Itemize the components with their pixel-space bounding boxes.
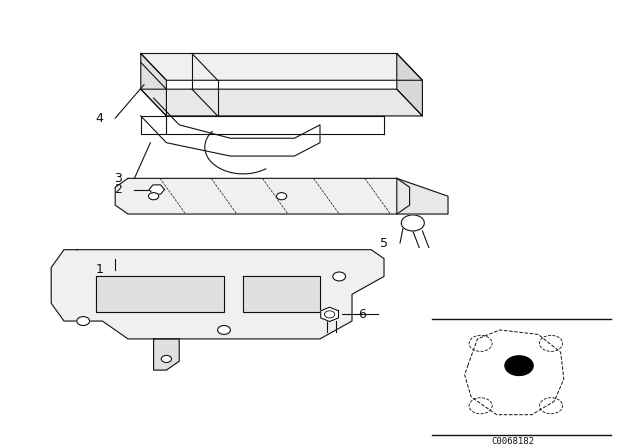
Polygon shape [397, 53, 422, 116]
Polygon shape [397, 178, 448, 214]
Polygon shape [321, 307, 339, 322]
Circle shape [148, 193, 159, 200]
Text: 2: 2 [115, 183, 122, 196]
Text: 3: 3 [115, 172, 122, 185]
Circle shape [77, 317, 90, 326]
Circle shape [333, 272, 346, 281]
Circle shape [401, 215, 424, 231]
Text: 6: 6 [358, 308, 365, 321]
Polygon shape [141, 89, 422, 116]
Polygon shape [96, 276, 224, 312]
Circle shape [505, 356, 533, 375]
Polygon shape [51, 250, 384, 339]
Text: C0068182: C0068182 [491, 437, 534, 446]
Text: 1: 1 [95, 263, 103, 276]
Text: 4: 4 [95, 112, 103, 125]
Circle shape [276, 193, 287, 200]
Circle shape [218, 326, 230, 334]
Polygon shape [243, 276, 320, 312]
Polygon shape [141, 53, 422, 80]
Polygon shape [154, 339, 179, 370]
Circle shape [161, 355, 172, 362]
Polygon shape [115, 178, 410, 214]
Polygon shape [149, 185, 164, 194]
Text: 5: 5 [380, 237, 388, 250]
Polygon shape [141, 53, 166, 116]
